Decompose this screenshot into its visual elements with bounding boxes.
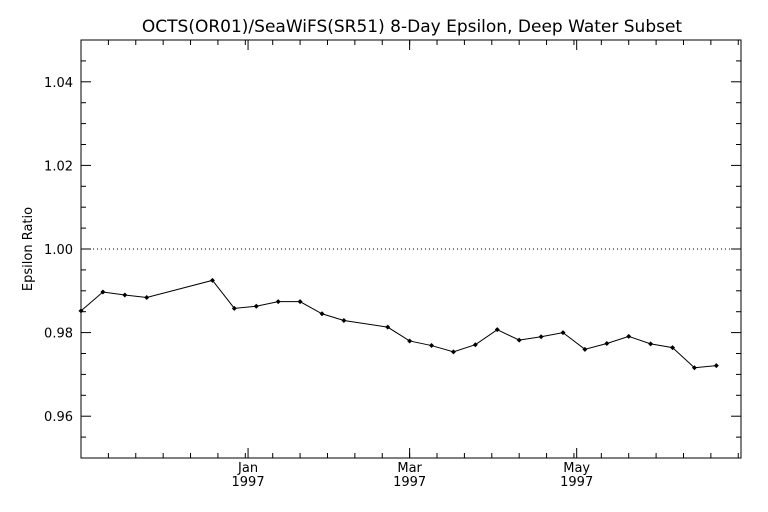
data-point <box>341 317 347 323</box>
data-point <box>713 363 719 369</box>
x-tick-label-month: Mar <box>397 461 422 476</box>
data-point <box>319 311 325 317</box>
data-point <box>648 341 654 347</box>
data-point <box>297 299 303 305</box>
chart-title: OCTS(OR01)/SeaWiFS(SR51) 8-Day Epsilon, … <box>142 17 683 37</box>
y-tick-label: 0.96 <box>44 410 73 425</box>
data-point <box>144 294 150 300</box>
data-point <box>472 342 478 348</box>
data-point <box>429 343 435 349</box>
data-point <box>78 308 84 314</box>
data-point <box>231 305 237 311</box>
data-point <box>516 337 522 343</box>
data-point <box>494 327 500 333</box>
x-tick-label-month: Jan <box>237 461 258 476</box>
x-tick-label-year: 1997 <box>393 475 426 490</box>
x-tick-label-month: May <box>563 461 590 476</box>
ticks: 0.960.981.001.021.04Jan1997Mar1997May199… <box>44 39 741 490</box>
data-point <box>450 349 456 355</box>
data-point <box>670 345 676 351</box>
data-point <box>275 299 281 305</box>
data-point <box>560 330 566 336</box>
data-point <box>582 346 588 352</box>
data-point <box>122 292 128 298</box>
y-axis-label: Epsilon Ratio <box>21 207 36 291</box>
data-point <box>626 333 632 339</box>
data-point <box>407 338 413 344</box>
x-tick-label-year: 1997 <box>232 475 265 490</box>
y-tick-label: 1.04 <box>44 76 73 91</box>
data-point <box>253 303 259 309</box>
data-point <box>691 365 697 371</box>
series-line <box>80 279 717 369</box>
data-point <box>385 324 391 330</box>
data-point <box>100 289 106 295</box>
series-group <box>78 277 719 371</box>
data-point <box>604 340 610 346</box>
y-tick-label: 0.98 <box>44 327 73 342</box>
axes <box>80 39 742 459</box>
data-point <box>538 334 544 340</box>
plot-frame <box>80 39 742 459</box>
y-tick-label: 1.00 <box>44 243 73 258</box>
y-tick-label: 1.02 <box>44 159 73 174</box>
data-point <box>209 277 215 283</box>
x-tick-label-year: 1997 <box>560 475 593 490</box>
